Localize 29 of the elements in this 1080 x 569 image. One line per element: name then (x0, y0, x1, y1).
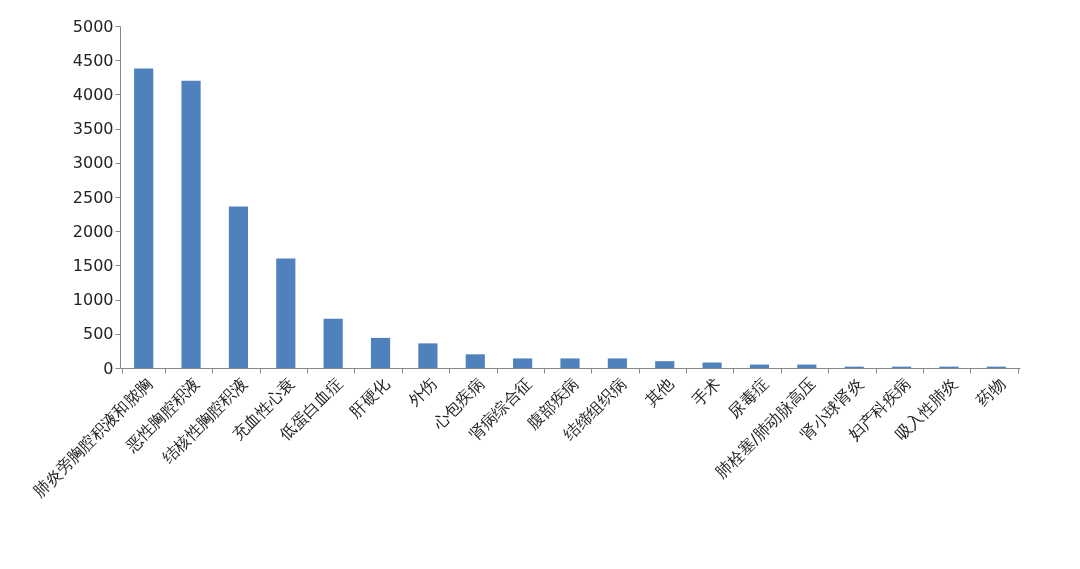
bar (370, 337, 391, 368)
y-tick-label: 2000 (72, 221, 114, 241)
x-tick-label: 药物 (972, 374, 1009, 411)
y-tick-label: 4500 (72, 50, 114, 70)
y-tick-label: 1000 (72, 290, 114, 310)
bar (607, 358, 627, 368)
bar (181, 80, 201, 368)
bar (134, 68, 154, 368)
x-tick-label: 手术 (688, 374, 725, 411)
bar (513, 358, 533, 368)
bar (655, 361, 675, 368)
bar (465, 354, 485, 368)
bar (276, 258, 296, 368)
bar (418, 343, 438, 368)
bar (323, 318, 343, 368)
x-tick-label: 肝硬化 (345, 374, 394, 422)
y-tick-label: 4000 (72, 84, 114, 104)
y-tick-label: 5000 (72, 16, 114, 36)
y-tick-label: 2500 (72, 187, 114, 207)
bar (560, 358, 580, 368)
bar (228, 206, 249, 368)
y-tick-label: 500 (82, 324, 114, 344)
y-tick-label: 1500 (72, 255, 114, 275)
y-tick-label: 3500 (72, 119, 114, 139)
y-tick-label: 3000 (72, 153, 114, 173)
bar (702, 362, 722, 368)
x-tick-label: 其他 (641, 374, 678, 411)
x-tick-label: 外伤 (404, 374, 441, 411)
y-tick-label: 0 (103, 358, 114, 378)
